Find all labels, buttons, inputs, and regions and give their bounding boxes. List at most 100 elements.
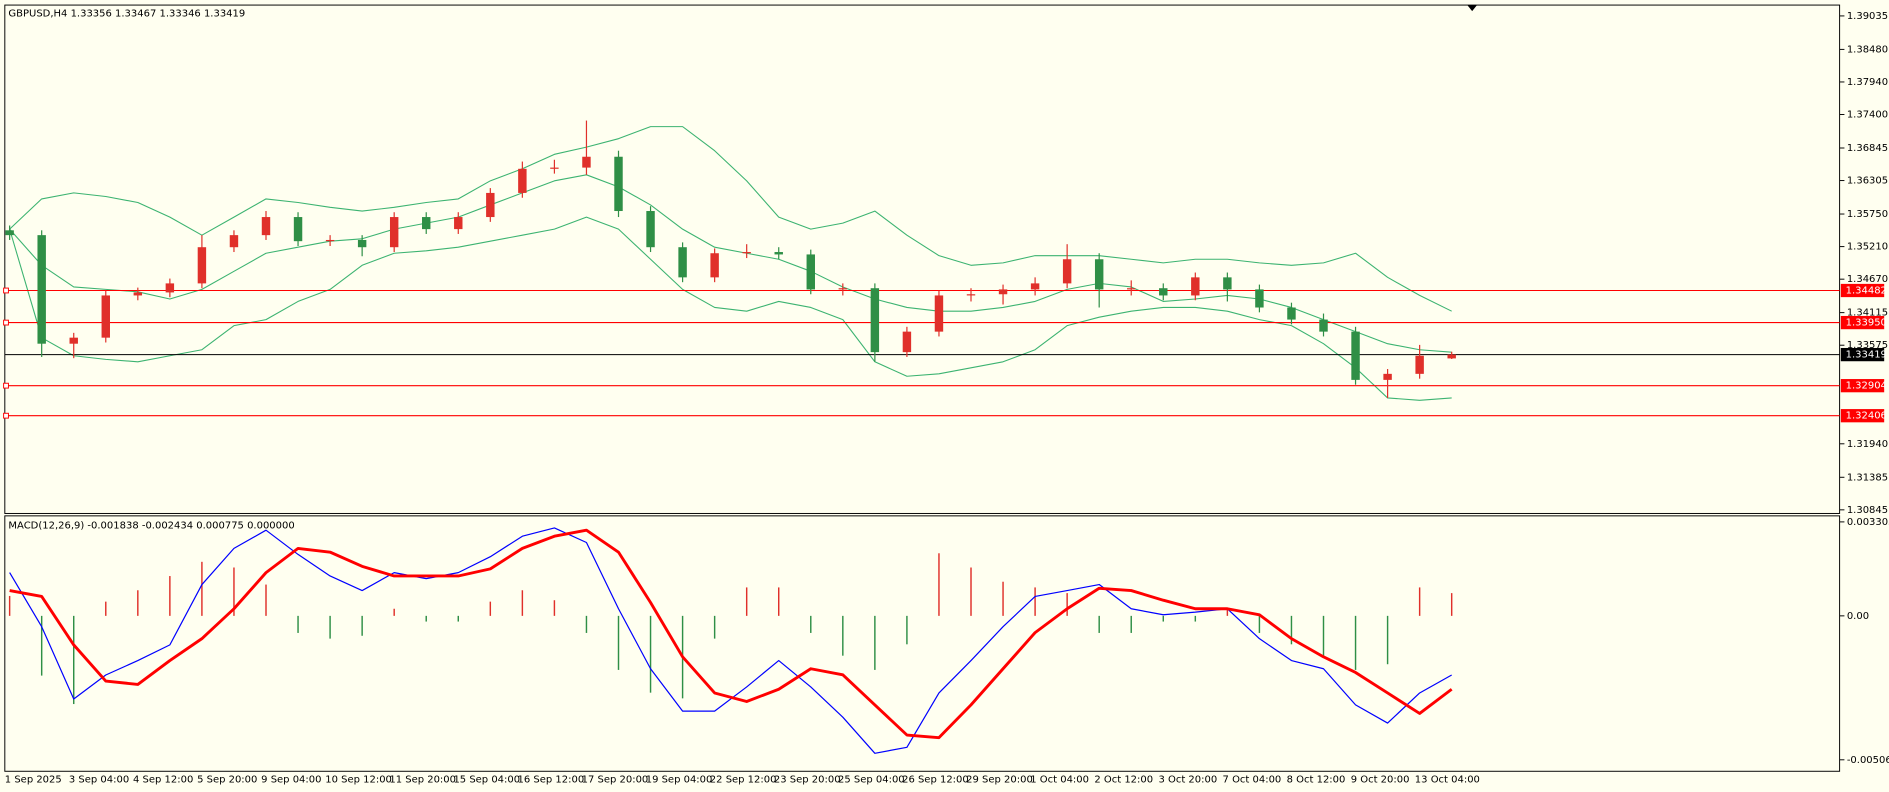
shift-marker: [1467, 5, 1477, 12]
plot-layer: 1.39035 1.38480 1.37940 1.37400 1.36845 1.363…: [3, 11, 1889, 786]
candle-body: [357, 239, 367, 248]
level-label-box: [1840, 283, 1885, 298]
candle-body: [37, 235, 46, 344]
current-price-label: 1.33419: [1846, 350, 1887, 361]
candle-body: [69, 337, 78, 344]
chart-title: GBPUSD,H4 1.33356 1.33467 1.33346 1.3341…: [8, 9, 245, 20]
candle-body: [966, 294, 976, 296]
x-tick-label: 23 Sep 20:00: [774, 775, 841, 786]
y-tick-label: 1.33575: [1847, 340, 1888, 351]
y-tick-label: 1.37940: [1847, 77, 1888, 88]
y-tick-label: 1.35750: [1847, 209, 1888, 220]
candle-body: [518, 168, 527, 193]
candle-body: [229, 235, 239, 248]
x-tick-label: 19 Sep 04:00: [646, 775, 713, 786]
level-anchor: [3, 412, 9, 419]
candle-body: [1255, 289, 1264, 308]
candle-body: [165, 283, 175, 293]
candle-body: [902, 331, 912, 353]
candle-body: [1415, 355, 1424, 374]
y-tick-label: 1.39035: [1847, 11, 1888, 22]
candle-body: [582, 156, 591, 168]
candle-body: [1030, 283, 1040, 290]
x-tick-label: 26 Sep 12:00: [902, 775, 969, 786]
y-tick-label: -0.00506: [1847, 755, 1889, 766]
candle-body: [133, 292, 143, 296]
x-tick-label: 8 Oct 12:00: [1287, 775, 1346, 786]
y-tick-label: 1.36305: [1847, 176, 1888, 187]
x-tick-label: 3 Oct 20:00: [1158, 775, 1217, 786]
level-label-box: [1840, 315, 1885, 330]
candle-body: [389, 217, 399, 248]
x-tick-label: 29 Sep 20:00: [966, 775, 1033, 786]
candle-body: [710, 253, 719, 278]
x-tick-label: 9 Oct 20:00: [1351, 775, 1410, 786]
candle-body: [1094, 259, 1104, 290]
candle-body: [1287, 307, 1296, 320]
level-anchor: [3, 287, 9, 294]
candle-body: [325, 239, 335, 242]
candle-body: [870, 288, 880, 353]
x-tick-label: 22 Sep 12:00: [710, 775, 777, 786]
candle-body: [1127, 288, 1136, 290]
candle-body: [1447, 354, 1456, 359]
candle-body: [5, 230, 14, 236]
x-tick-label: 5 Sep 20:00: [197, 775, 257, 786]
level-anchor: [3, 319, 9, 326]
x-tick-label: 10 Sep 12:00: [325, 775, 392, 786]
x-tick-label: 7 Oct 04:00: [1223, 775, 1282, 786]
upper-band: [9, 126, 1452, 312]
candle-body: [1062, 259, 1072, 284]
level-anchor: [3, 382, 9, 389]
candle-body: [646, 211, 655, 248]
level-label: 1.32904: [1846, 381, 1887, 392]
x-tick-label: 1 Oct 04:00: [1030, 775, 1089, 786]
y-tick-label: 0.003303: [1847, 517, 1889, 528]
candle-body: [1191, 277, 1200, 296]
candle-body: [1319, 319, 1328, 332]
macd-panel: [4, 515, 1841, 772]
level-label-box: [1840, 409, 1885, 423]
y-tick-label: 1.30845: [1847, 505, 1888, 516]
current-price-box: [1840, 347, 1885, 362]
candle-body: [1223, 277, 1232, 290]
x-tick-label: 16 Sep 12:00: [518, 775, 585, 786]
level-label: 1.34482: [1846, 286, 1887, 297]
y-tick-label: 1.35210: [1847, 242, 1888, 253]
x-tick-label: 13 Oct 04:00: [1415, 775, 1480, 786]
candle-body: [261, 217, 271, 236]
x-tick-label: 17 Sep 20:00: [582, 775, 649, 786]
y-tick-label: 1.31385: [1847, 472, 1888, 483]
y-tick-label: 1.31940: [1847, 439, 1888, 450]
x-tick-label: 11 Sep 20:00: [389, 775, 456, 786]
y-tick-label: 1.36845: [1847, 143, 1888, 154]
candle-body: [550, 167, 559, 169]
macd: [9, 527, 1452, 754]
candle-body: [101, 295, 110, 338]
middle-band: [9, 174, 1452, 353]
candle-body: [934, 295, 944, 332]
candle-body: [678, 247, 687, 278]
x-tick-label: 1 Sep 2025: [5, 775, 62, 786]
candle-body: [838, 288, 848, 290]
candle-body: [422, 217, 431, 230]
level-label-box: [1840, 379, 1885, 393]
candle-body: [1351, 331, 1360, 380]
candle-body: [998, 289, 1008, 295]
x-tick-label: 9 Sep 04:00: [261, 775, 321, 786]
candle-body: [1383, 373, 1392, 380]
price-panel: [4, 4, 1841, 514]
y-tick-label: 0.00: [1847, 611, 1869, 622]
x-tick-label: 15 Sep 04:00: [453, 775, 520, 786]
indicator-title: MACD(12,26,9) -0.001838 -0.002434 0.0007…: [8, 521, 294, 532]
y-tick-label: 1.37400: [1847, 110, 1888, 121]
x-tick-label: 4 Sep 12:00: [133, 775, 193, 786]
candle-body: [1159, 288, 1168, 296]
level-label: 1.32406: [1846, 411, 1887, 422]
candle-body: [293, 217, 303, 242]
candle-body: [614, 156, 623, 212]
candle-body: [486, 192, 495, 218]
x-tick-label: 2 Oct 12:00: [1094, 775, 1153, 786]
